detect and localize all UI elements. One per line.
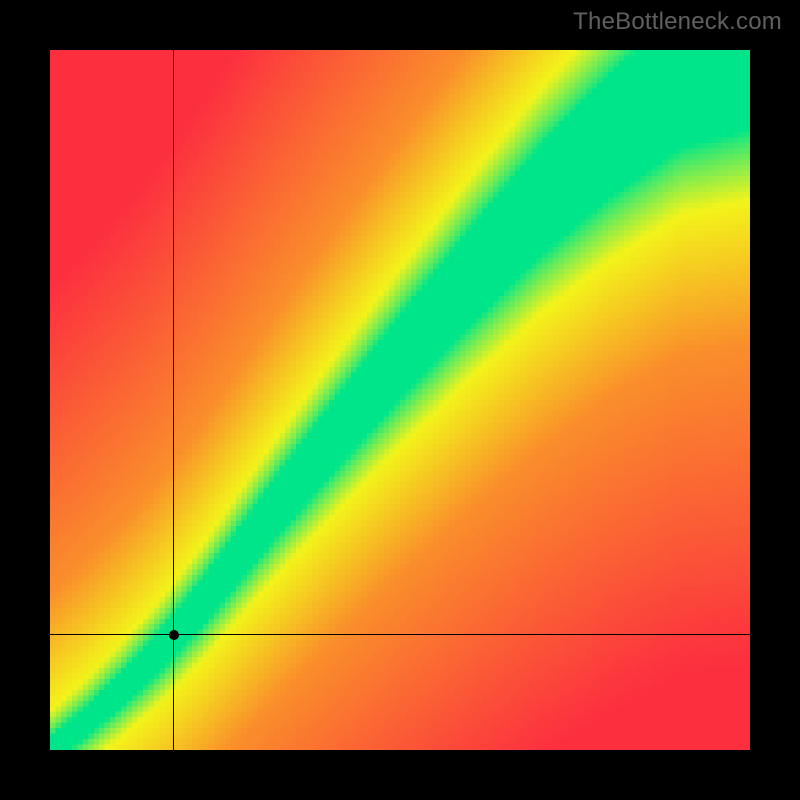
watermark-text: TheBottleneck.com	[573, 8, 782, 36]
plot-area	[50, 50, 750, 750]
crosshair-vertical	[173, 50, 174, 750]
bottleneck-heatmap	[50, 50, 750, 750]
crosshair-horizontal	[50, 634, 750, 635]
chart-frame: TheBottleneck.com	[0, 0, 800, 800]
marker-dot	[169, 630, 179, 640]
